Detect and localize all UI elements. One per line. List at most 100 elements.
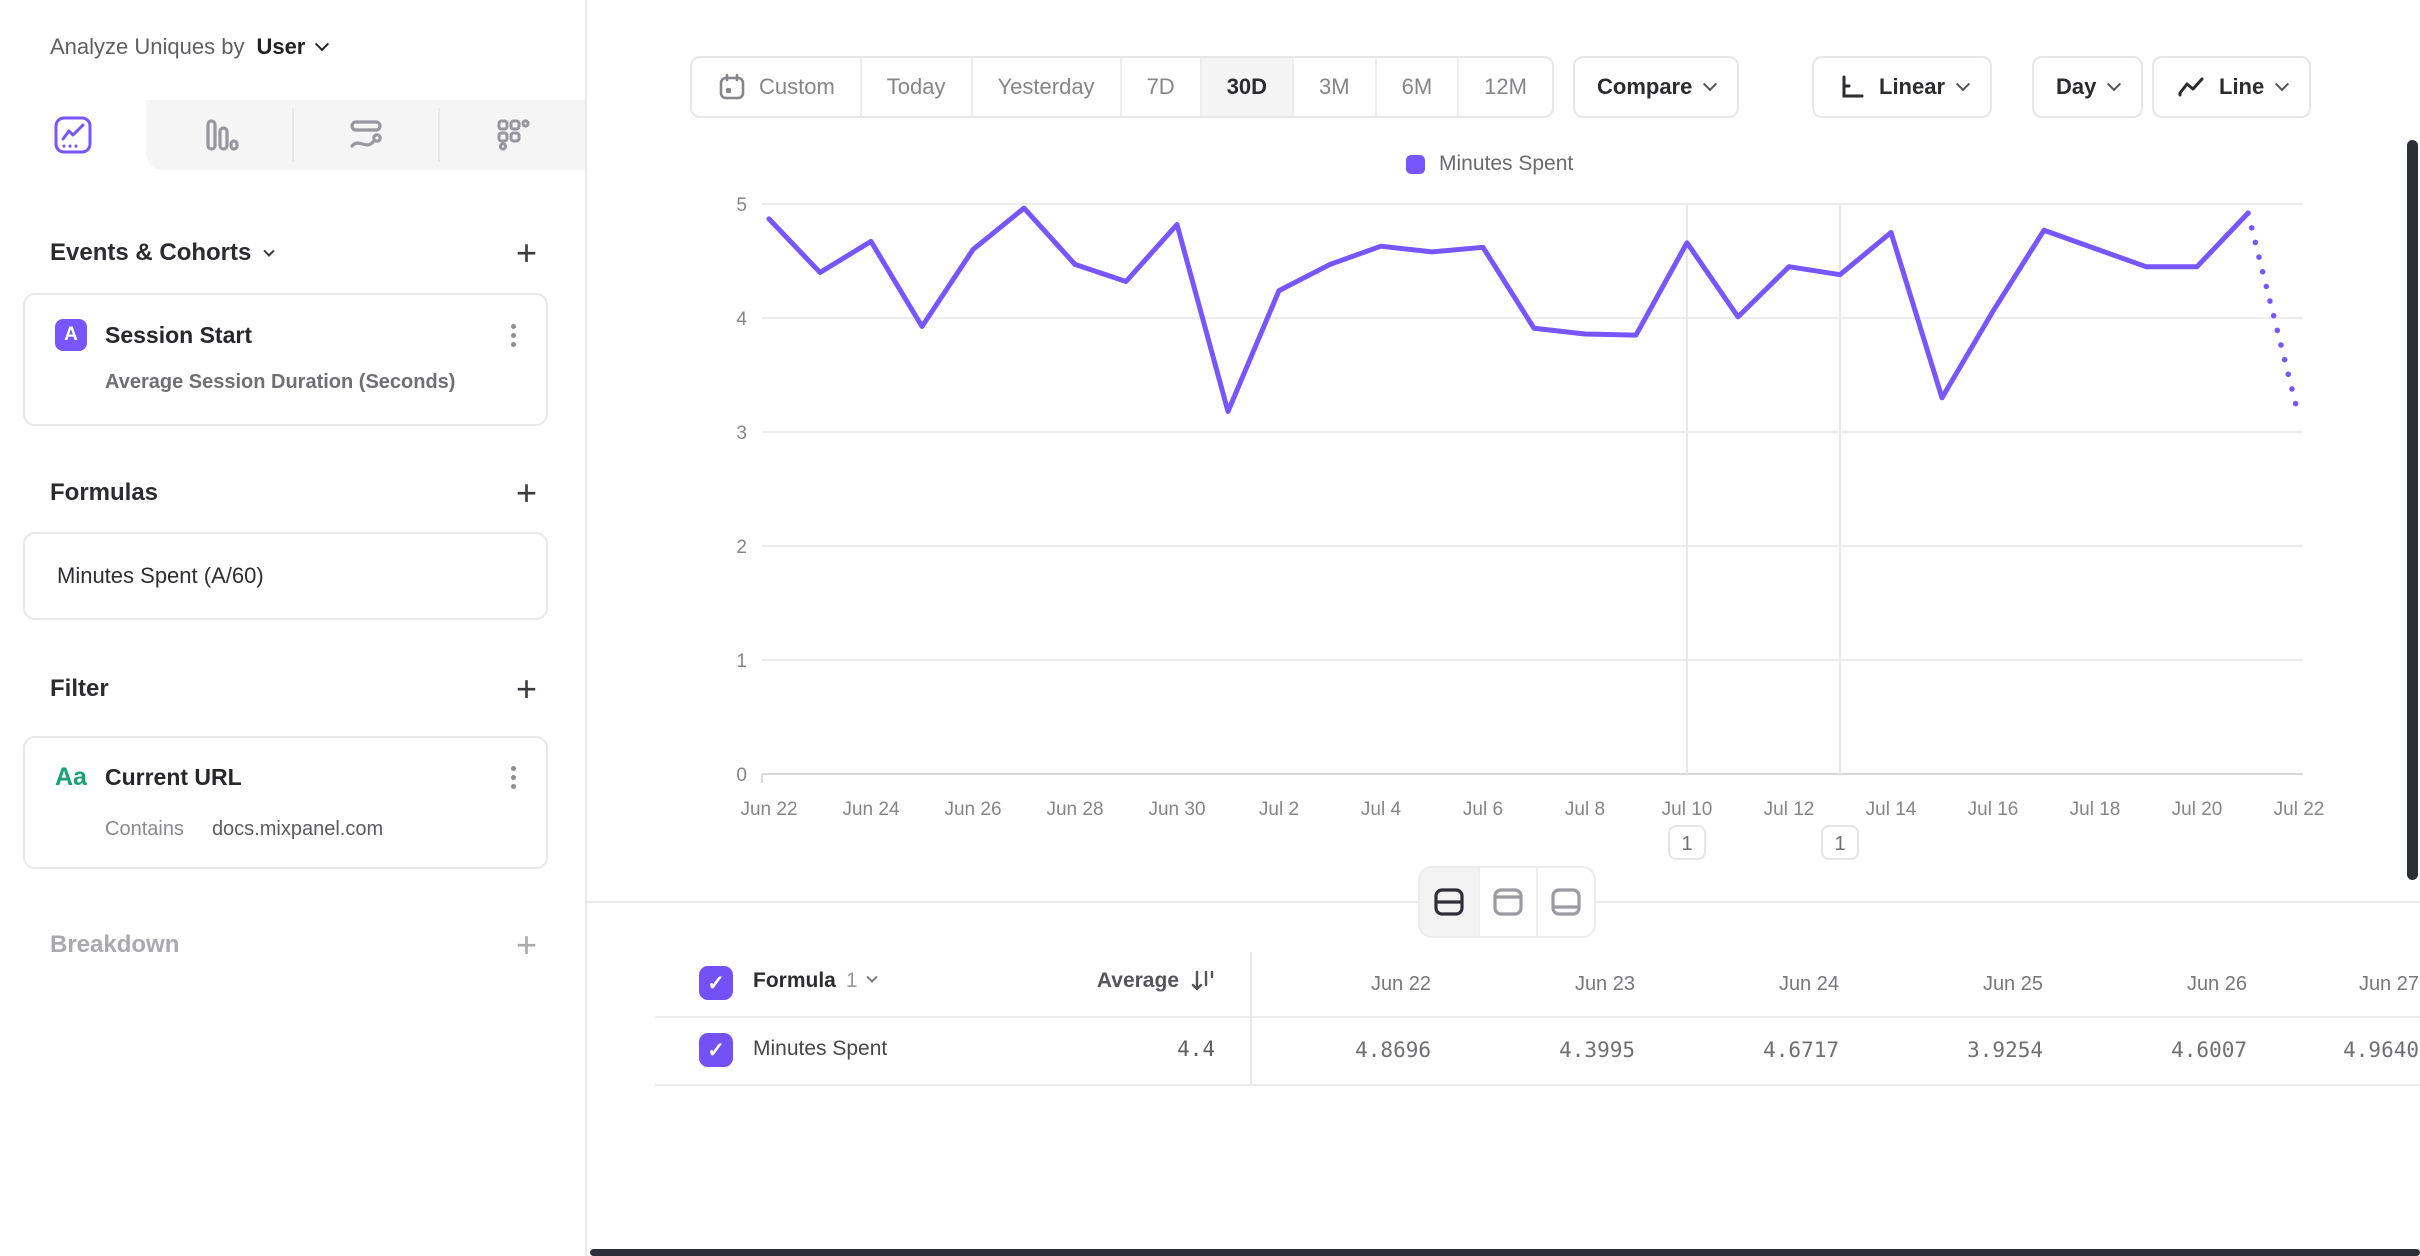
table-date-header: Jun 27 [2358, 972, 2419, 995]
tab-separator [438, 108, 440, 162]
date-range-custom[interactable]: Custom [692, 58, 860, 116]
x-tick-label: Jun 28 [1046, 799, 1103, 820]
series-group-control[interactable]: Formula 1 [753, 969, 878, 993]
tab-flows[interactable] [293, 100, 439, 170]
flows-icon [344, 113, 388, 157]
tab-bar-chart[interactable] [146, 100, 292, 170]
compare-label: Compare [1597, 74, 1693, 99]
add-breakdown-button[interactable]: + [515, 924, 537, 965]
table-date-header: Jun 24 [1778, 972, 1839, 995]
query-sidebar: Analyze Uniques by User [0, 0, 587, 1256]
add-formula-button[interactable]: + [515, 472, 537, 513]
table-date-headers: Jun 22 Jun 23 Jun 24 Jun 25 Jun 26 Jun 27 [1253, 952, 2420, 1016]
granularity-button[interactable]: Day [2032, 56, 2144, 118]
date-range-7d[interactable]: 7D [1119, 58, 1200, 116]
average-header-label: Average [1096, 969, 1179, 992]
chart-type-button[interactable]: Line [2152, 56, 2312, 118]
table-view-button[interactable] [1536, 868, 1594, 936]
series-group-checkbox[interactable]: ✓ [699, 966, 733, 1000]
date-range-today[interactable]: Today [859, 58, 971, 116]
formulas-title: Formulas [50, 479, 159, 506]
table-value-cells: 4.8696 4.3995 4.6717 3.9254 4.6007 4.9640 [1253, 1016, 2420, 1084]
formula-card[interactable]: Minutes Spent (A/60) [23, 532, 548, 620]
event-aggregation[interactable]: Average Session Duration (Seconds) [105, 371, 456, 393]
series-line-incomplete-dotted [2245, 210, 2302, 420]
chevron-down-icon [1703, 77, 1718, 92]
table-header-row: ✓ Formula 1 Average Jun 22 Jun 23 Jun 24 Ju… [587, 952, 2420, 1016]
y-tick-label: 3 [736, 423, 747, 444]
annotation-badge [1668, 825, 1706, 860]
x-tick-label: Jul 16 [1968, 799, 2019, 820]
table-value-cell: 4.8696 [1355, 1038, 1431, 1062]
insights-line-chart-icon [51, 113, 95, 157]
compare-button[interactable]: Compare [1573, 56, 1740, 118]
y-tick-label: 5 [736, 195, 747, 216]
series-line-minutes-spent [766, 205, 2251, 414]
string-property-icon: Aa [55, 763, 87, 791]
chevron-down-icon [315, 37, 330, 52]
average-sort-header[interactable]: Average [1027, 968, 1215, 994]
x-tick-label: Jun 26 [944, 799, 1001, 820]
x-tick-label: Jul 14 [1866, 799, 1917, 820]
table-value-cell: 3.9254 [1967, 1038, 2043, 1062]
table-data-row[interactable]: ✓ Minutes Spent 4.4 4.8696 4.3995 4.6717 3.… [587, 1016, 2420, 1084]
series-row-checkbox[interactable]: ✓ [699, 1033, 733, 1067]
chart-type-label: Line [2219, 74, 2265, 99]
date-range-3m[interactable]: 3M [1292, 58, 1375, 116]
x-tick-label: Jul 6 [1463, 799, 1503, 820]
chevron-down-icon [865, 971, 878, 983]
filter-property-name[interactable]: Current URL [104, 764, 242, 790]
y-tick-label: 2 [736, 537, 747, 558]
x-tick-label: Jun 24 [842, 799, 899, 820]
analyze-uniques-control[interactable]: Analyze Uniques by User [50, 34, 330, 60]
analyze-uniques-value[interactable]: User [256, 34, 306, 59]
annotation-badge-count: 1 [1681, 833, 1692, 855]
table-value-cell: 4.6007 [2171, 1038, 2247, 1062]
chevron-down-icon[interactable] [263, 245, 276, 257]
date-range-yesterday[interactable]: Yesterday [970, 58, 1120, 116]
x-tick-label: Jul 2 [1259, 799, 1299, 820]
series-average-value: 4.4 [1177, 1037, 1215, 1061]
calendar-icon [717, 72, 747, 102]
date-range-6m[interactable]: 6M [1374, 58, 1458, 116]
filter-card[interactable]: Aa Current URL Contains docs.mixpanel.co… [23, 736, 548, 869]
date-range-control: Custom Today Yesterday 7D 30D 3M 6M 12M [690, 56, 1554, 118]
x-tick-label: Jul 12 [1764, 799, 1815, 820]
kebab-menu-icon[interactable] [507, 320, 520, 351]
line-chart[interactable]: 0 1 2 3 4 5 1 1 Jun 22 Jun 24 Jun 26 Jun 28 Jun 30 Ju… [587, 140, 2420, 880]
breakdown-header: Breakdown + [50, 924, 537, 965]
series-group-label: Formula [753, 969, 836, 992]
date-range-30d[interactable]: 30D [1199, 58, 1293, 116]
x-tick-label: Jul 20 [2172, 799, 2223, 820]
x-tick-label: Jul 4 [1361, 799, 1402, 820]
vertical-scrollbar-thumb[interactable] [2407, 140, 2418, 880]
scale-button[interactable]: Linear [1812, 56, 1993, 118]
kebab-menu-icon[interactable] [507, 762, 520, 793]
filter-operator[interactable]: Contains [105, 818, 184, 840]
legend-swatch [1406, 154, 1425, 174]
event-card[interactable]: A Session Start Average Session Duration… [23, 293, 548, 426]
add-event-button[interactable]: + [515, 232, 537, 273]
chart-view-button[interactable] [1478, 868, 1536, 936]
filter-value[interactable]: docs.mixpanel.com [211, 818, 384, 840]
add-filter-button[interactable]: + [515, 668, 537, 709]
series-row-label: Minutes Spent [753, 1037, 888, 1060]
date-range-12m[interactable]: 12M [1457, 58, 1552, 116]
tab-metrics[interactable] [439, 100, 585, 170]
tab-insights[interactable] [0, 100, 146, 170]
y-tick-label: 4 [736, 309, 747, 330]
horizontal-scrollbar-thumb[interactable] [590, 1249, 2420, 1256]
x-tick-label: Jun 22 [740, 799, 797, 820]
split-view-button[interactable] [1420, 868, 1478, 936]
table-date-header: Jun 26 [2186, 972, 2247, 995]
metrics-icon [490, 113, 534, 157]
analyze-uniques-label: Analyze Uniques by [50, 34, 245, 59]
formula-expression[interactable]: Minutes Spent (A/60) [57, 563, 264, 588]
events-cohorts-title: Events & Cohorts [50, 239, 252, 266]
filter-title: Filter [50, 675, 109, 702]
formulas-header: Formulas + [50, 472, 537, 513]
event-name[interactable]: Session Start [105, 321, 252, 348]
series-group-index: 1 [845, 969, 858, 992]
annotation-badge [1821, 825, 1859, 860]
line-chart-icon [2176, 72, 2206, 102]
